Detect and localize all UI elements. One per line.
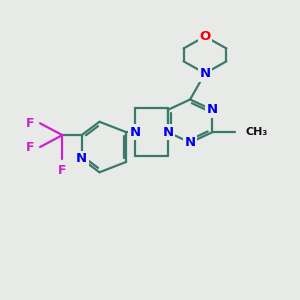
- Text: N: N: [76, 152, 87, 165]
- Text: N: N: [200, 67, 211, 80]
- Text: N: N: [162, 126, 173, 139]
- Text: N: N: [184, 136, 196, 149]
- Text: F: F: [58, 164, 67, 177]
- Text: F: F: [26, 117, 35, 130]
- Text: N: N: [130, 126, 141, 139]
- Text: O: O: [200, 30, 211, 43]
- Text: CH₃: CH₃: [245, 127, 267, 137]
- Text: F: F: [26, 140, 35, 154]
- Text: N: N: [207, 103, 218, 116]
